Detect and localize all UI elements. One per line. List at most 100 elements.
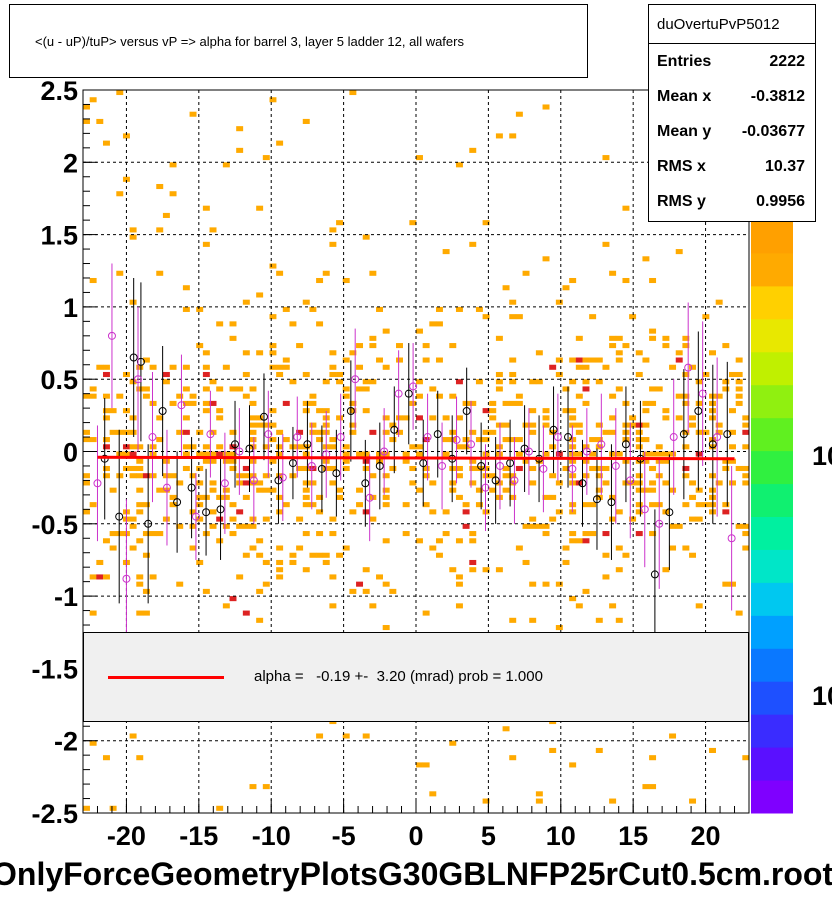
- fit-legend-line: [108, 676, 224, 679]
- heat-cell: [435, 552, 443, 558]
- heat-cell: [649, 451, 657, 457]
- heat-cell: [202, 408, 210, 414]
- heat-cell: [649, 487, 657, 493]
- heat-cell: [142, 610, 150, 616]
- heat-cell: [136, 364, 144, 370]
- heat-cell: [236, 126, 244, 132]
- heat-cell: [695, 516, 703, 522]
- heat-cell: [382, 581, 390, 587]
- data-point: [93, 479, 102, 488]
- heat-cell: [189, 393, 197, 399]
- data-point: [438, 461, 447, 470]
- heat-cell: [575, 429, 583, 435]
- heat-cell: [569, 596, 577, 602]
- heat-cell: [615, 350, 623, 356]
- heat-cell: [302, 118, 310, 124]
- heat-cell: [722, 581, 730, 587]
- heat-cell: [649, 335, 657, 341]
- z-palette-cell: [751, 220, 793, 254]
- heat-cell: [169, 400, 177, 406]
- heat-cell: [675, 357, 683, 363]
- heat-cell: [369, 379, 377, 385]
- heat-cell: [242, 299, 250, 305]
- heat-cell: [329, 465, 337, 472]
- heat-cell: [729, 429, 736, 435]
- heat-cell: [396, 429, 403, 435]
- heat-cell: [362, 458, 370, 464]
- heat-cell: [495, 335, 503, 341]
- heat-cell: [196, 494, 204, 500]
- heat-cell: [495, 451, 503, 457]
- heat-cell: [136, 487, 144, 493]
- data-point: [452, 435, 461, 444]
- heat-cell: [615, 386, 623, 392]
- heat-cell: [502, 285, 510, 291]
- heat-cell: [515, 545, 523, 551]
- heat-cell: [715, 429, 723, 435]
- heat-cell: [282, 306, 290, 312]
- heat-cell: [182, 444, 190, 450]
- data-point: [332, 469, 341, 478]
- heat-cell: [149, 451, 157, 457]
- heat-cell: [196, 502, 204, 508]
- data-point: [491, 476, 500, 485]
- data-point: [380, 447, 389, 456]
- heat-cell: [382, 328, 390, 334]
- heat-cell: [362, 465, 370, 472]
- heat-cell: [276, 371, 284, 378]
- heat-cell: [349, 588, 357, 594]
- heat-cell: [202, 400, 210, 406]
- heat-cell: [129, 444, 137, 450]
- heat-cell: [356, 487, 364, 493]
- heat-cell: [222, 451, 230, 457]
- heat-cell: [289, 559, 297, 566]
- data-point: [134, 375, 143, 384]
- heat-cell: [136, 386, 144, 392]
- data-point: [694, 407, 703, 416]
- x-tick-label: 0: [408, 821, 423, 851]
- heat-cell: [615, 335, 623, 341]
- heat-cell: [569, 379, 577, 385]
- heat-cell: [182, 285, 190, 291]
- data-point: [187, 483, 196, 492]
- z-palette-cell: [751, 681, 793, 715]
- data-point: [361, 479, 370, 488]
- heat-cell: [722, 386, 730, 392]
- heat-cell: [622, 343, 630, 349]
- heat-cell: [409, 444, 417, 450]
- heat-cell: [689, 494, 697, 500]
- heat-cell: [156, 270, 164, 276]
- heat-cell: [435, 321, 443, 327]
- heat-cell: [449, 343, 457, 349]
- data-point: [144, 519, 153, 528]
- heat-cell: [316, 408, 324, 414]
- data-point: [409, 382, 418, 391]
- heat-cell: [216, 444, 224, 450]
- heat-cell: [429, 321, 437, 327]
- heat-cell: [202, 364, 210, 370]
- heat-cell: [582, 531, 590, 537]
- y-tick-label: 0.5: [40, 365, 78, 395]
- heat-cell: [356, 502, 364, 508]
- stats-value: 10.37: [764, 157, 805, 175]
- heat-cell: [509, 314, 517, 320]
- z-palette-cell: [751, 285, 793, 320]
- heat-cell: [689, 798, 697, 804]
- heat-cell: [622, 205, 630, 211]
- heat-cell: [482, 465, 490, 472]
- data-point: [549, 425, 558, 434]
- heat-cell: [129, 234, 137, 240]
- heat-cell: [369, 516, 377, 522]
- heat-cell: [249, 473, 257, 479]
- heat-cell: [329, 531, 337, 537]
- heat-cell: [429, 791, 437, 797]
- heat-cell: [475, 437, 483, 443]
- heat-cell: [242, 350, 250, 356]
- heat-cell: [675, 350, 683, 356]
- heat-cell: [615, 545, 623, 551]
- heat-cell: [602, 531, 610, 537]
- heat-cell: [309, 393, 317, 399]
- y-tick-label: -2.5: [31, 799, 78, 829]
- heat-cell: [509, 480, 517, 486]
- heat-cell: [276, 364, 284, 370]
